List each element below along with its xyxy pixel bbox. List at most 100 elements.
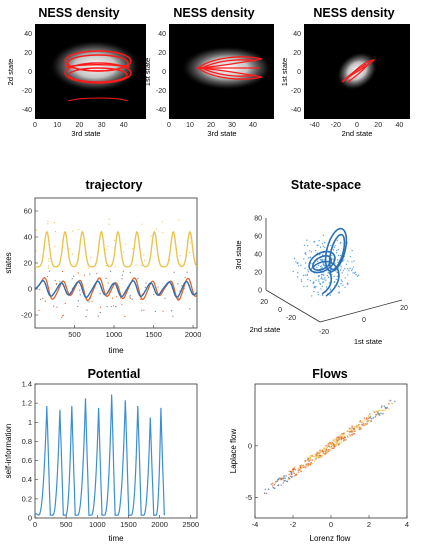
flows-point xyxy=(288,473,290,476)
flows-point xyxy=(388,403,390,405)
flows-point xyxy=(349,427,352,430)
flows-point xyxy=(362,421,364,423)
flows-point xyxy=(327,443,329,445)
trajectory-point xyxy=(87,267,90,269)
state-space-point xyxy=(321,285,324,288)
trajectory-point xyxy=(121,278,123,280)
state-space-point xyxy=(326,274,329,277)
state-space-ztick: 80 xyxy=(254,216,262,223)
state-space-point xyxy=(319,283,322,286)
trajectory-point xyxy=(61,316,63,319)
flows-point xyxy=(277,484,279,487)
trajectory-point xyxy=(47,265,50,267)
trajectory-point xyxy=(111,297,114,299)
flows-point xyxy=(317,451,320,454)
ness-2-xtick: 20 xyxy=(207,122,215,129)
flows-point xyxy=(284,479,286,482)
state-space-point xyxy=(316,260,319,263)
flows-plot xyxy=(254,383,408,519)
trajectory-point xyxy=(38,309,40,311)
flows-point xyxy=(385,407,387,410)
flows-point xyxy=(381,405,383,407)
state-space-point xyxy=(349,267,351,270)
trajectory-point xyxy=(144,286,146,288)
trajectory-point xyxy=(48,257,50,260)
state-space-point xyxy=(316,244,318,246)
state-space-xlabel: 1st state xyxy=(354,337,382,346)
trajectory-point xyxy=(91,300,93,302)
state-space-ztick: 0 xyxy=(258,288,262,295)
flows-point xyxy=(345,439,347,441)
trajectory-point xyxy=(44,282,46,284)
state-space-point xyxy=(336,239,338,242)
state-space-point xyxy=(325,279,327,281)
trajectory-point xyxy=(132,248,134,250)
flows-point xyxy=(297,471,300,474)
flows-point xyxy=(353,432,356,435)
trajectory-point xyxy=(71,287,73,289)
state-space-point xyxy=(307,257,310,259)
ness-2-xtick: 40 xyxy=(249,122,257,129)
state-space-point xyxy=(324,246,326,249)
flows-point xyxy=(353,430,355,433)
ness-1-ytick: -20 xyxy=(22,88,32,95)
state-space-point xyxy=(351,261,353,263)
flows-point xyxy=(270,483,273,485)
flows-point xyxy=(372,417,375,419)
flows-point xyxy=(285,475,287,477)
state-space-point xyxy=(339,242,342,244)
ness-3-xtick: -40 xyxy=(310,122,320,129)
state-space-point xyxy=(322,245,325,247)
flows-point xyxy=(329,443,332,445)
state-space-point xyxy=(307,271,310,273)
trajectory-point xyxy=(184,276,186,278)
flows-point xyxy=(378,409,380,412)
flows-point xyxy=(340,441,343,444)
ness-2-ytick: -20 xyxy=(156,88,166,95)
flows-point xyxy=(368,413,371,415)
flows-point xyxy=(348,430,351,433)
trajectory-point xyxy=(110,305,112,308)
flows-point xyxy=(289,470,292,473)
state-space-point xyxy=(317,264,320,267)
flows-point xyxy=(342,434,344,436)
state-space-point xyxy=(354,271,357,274)
flows-point xyxy=(318,456,321,459)
flows-point xyxy=(319,450,322,453)
flows-point xyxy=(322,450,325,453)
state-space-point xyxy=(338,286,341,288)
trajectory-point xyxy=(129,271,131,274)
flows-point xyxy=(363,417,366,419)
trajectory-point xyxy=(172,315,174,317)
trajectory-point xyxy=(191,291,194,293)
ness-3-ylabel: 1st state xyxy=(280,58,289,86)
trajectory-point xyxy=(173,271,175,273)
state-space-zlabel: 3rd state xyxy=(234,240,243,269)
trajectory-point xyxy=(145,282,147,284)
trajectory-point xyxy=(162,310,164,312)
flows-point xyxy=(346,434,348,437)
ness-1-ytick: 0 xyxy=(28,69,32,76)
flows-point xyxy=(314,458,317,460)
flows-point xyxy=(313,460,316,463)
state-space-point xyxy=(327,271,329,274)
flows-point xyxy=(305,464,307,466)
trajectory-point xyxy=(39,288,41,291)
state-space-point xyxy=(320,288,322,290)
flows-point xyxy=(273,487,276,490)
flows-point xyxy=(381,409,384,412)
trajectory-point xyxy=(155,235,157,237)
state-space-point xyxy=(350,269,353,272)
state-space-title: State-space xyxy=(291,178,361,192)
state-space-point xyxy=(306,285,309,287)
flows-point xyxy=(331,447,334,450)
state-space-point xyxy=(336,275,339,278)
ness-panel-2: NESS density 3rd state 1st state xyxy=(143,6,274,138)
trajectory-point xyxy=(108,218,110,220)
trajectory-point xyxy=(148,284,151,286)
flows-point xyxy=(338,440,340,442)
flows-point xyxy=(300,470,302,473)
flows-point xyxy=(336,441,339,443)
state-space-point xyxy=(338,292,340,294)
ness-1-density xyxy=(64,50,132,102)
